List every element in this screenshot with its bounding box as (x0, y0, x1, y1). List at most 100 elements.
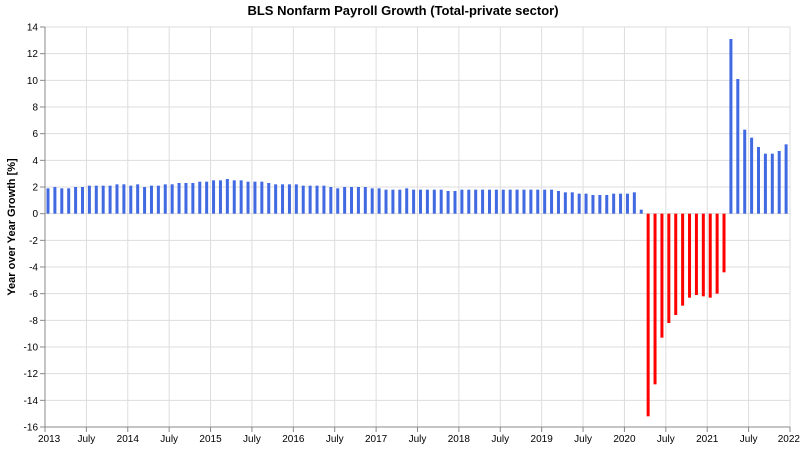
bar (94, 185, 98, 214)
bar (405, 188, 409, 214)
bar (501, 189, 505, 214)
bar (570, 192, 574, 214)
bar (143, 187, 147, 214)
y-tick-label: 6 (32, 129, 38, 140)
y-tick-label: 12 (27, 49, 39, 60)
bar (329, 187, 333, 214)
bar (177, 183, 181, 214)
bar (391, 189, 395, 214)
bar (184, 183, 188, 214)
bar (419, 189, 422, 214)
bar (757, 147, 761, 214)
bar (612, 193, 616, 214)
bar (308, 185, 312, 214)
bar (674, 213, 678, 315)
bar (384, 189, 388, 214)
bar (218, 180, 222, 214)
bar (708, 213, 712, 298)
x-tick-label: 2014 (117, 434, 140, 445)
y-axis-title: Year over Year Growth [%] (6, 158, 18, 296)
bar (60, 188, 64, 214)
bar-layer (46, 39, 788, 417)
bar (605, 195, 609, 214)
y-tick-label: 0 (32, 209, 38, 220)
bar (460, 189, 464, 214)
bar (246, 181, 250, 214)
bar (80, 187, 84, 214)
x-tick-label: July (77, 434, 95, 445)
bar (770, 153, 774, 214)
bar (67, 188, 71, 214)
bar (136, 184, 140, 214)
bar (777, 151, 781, 214)
x-tick-label: 2016 (282, 434, 305, 445)
bar (239, 180, 243, 214)
bar (301, 185, 305, 214)
grid-layer (44, 26, 791, 428)
bar (584, 193, 588, 214)
bar (432, 189, 436, 214)
y-tick-label: 2 (32, 183, 38, 194)
y-tick-label: 8 (32, 103, 38, 114)
bar (591, 195, 595, 214)
bar (253, 181, 257, 214)
bar (425, 189, 429, 214)
bar (632, 192, 636, 214)
x-tick-label: 2015 (199, 434, 222, 445)
bar (750, 137, 754, 214)
bar (681, 213, 685, 306)
y-tick-label: -10 (24, 343, 39, 354)
bar (688, 213, 692, 298)
bar (281, 184, 285, 214)
bar (646, 213, 650, 417)
y-tick-label: -12 (24, 369, 39, 380)
bar (198, 181, 202, 214)
bar (667, 213, 671, 323)
bar (439, 189, 443, 214)
bar (446, 191, 450, 214)
x-tick-label: 2013 (38, 434, 61, 445)
y-tick-label: -14 (24, 396, 39, 407)
bar (212, 180, 216, 214)
bar (122, 184, 126, 214)
x-tick-label: 2017 (365, 434, 388, 445)
bar (46, 188, 50, 214)
bar (722, 213, 726, 273)
bar (729, 39, 733, 214)
bar (529, 189, 533, 214)
bar (715, 213, 719, 294)
x-tick-label: 2021 (696, 434, 719, 445)
bar (543, 189, 547, 214)
bar (563, 192, 567, 214)
bar (736, 79, 740, 214)
bar (267, 183, 271, 214)
bar (694, 213, 698, 295)
bar (653, 213, 657, 385)
bar (294, 184, 298, 214)
bar (412, 189, 416, 214)
x-tick-label: July (160, 434, 178, 445)
bar (550, 189, 554, 214)
bar (163, 184, 167, 214)
x-tick-label: 2020 (613, 434, 636, 445)
x-tick-label: July (409, 434, 427, 445)
bar (536, 189, 540, 214)
bar (232, 180, 236, 214)
bar (87, 185, 91, 214)
bar (453, 191, 457, 214)
y-tick-label: -4 (29, 263, 38, 274)
y-tick-label: -2 (29, 236, 38, 247)
bar (156, 185, 160, 214)
bar (467, 189, 471, 214)
bar (343, 187, 347, 214)
bar (191, 183, 195, 214)
chart-title: BLS Nonfarm Payroll Growth (Total-privat… (247, 3, 559, 18)
bar (377, 188, 381, 214)
bar (370, 188, 374, 214)
y-tick-label: -6 (29, 289, 38, 300)
bar (481, 189, 485, 214)
bar (508, 189, 512, 214)
